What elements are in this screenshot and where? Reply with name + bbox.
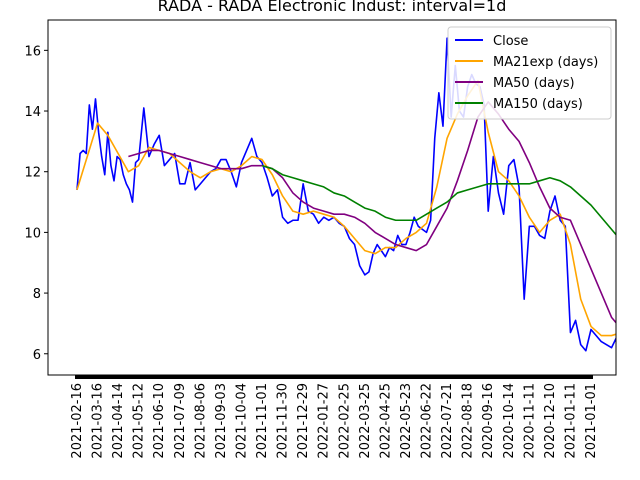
x-tick-label-21: 2020-10-14 (502, 383, 517, 459)
x-tick-label-8: 2021-10-04 (234, 383, 249, 459)
series-line-ma150-days- (261, 164, 616, 236)
x-tick-label-2: 2021-04-14 (111, 383, 126, 459)
y-tick-label-0: 6 (33, 348, 41, 363)
x-tick-label-9: 2021-11-01 (255, 383, 270, 459)
x-axis: 2021-02-16 2021-03-16 2021-04-14 2021-05-12… (70, 375, 599, 459)
x-tick-label-14: 2022-03-25 (358, 383, 373, 459)
x-tick-label-19: 2022-08-18 (461, 383, 476, 459)
legend-entry-1: MA21exp (days) (493, 55, 598, 70)
y-tick-label-4: 14 (24, 105, 41, 120)
y-tick-label-1: 8 (33, 287, 41, 302)
x-tick-label-15: 2022-04-25 (378, 383, 393, 459)
x-tick-label-18: 2022-07-21 (440, 383, 455, 459)
x-tick-label-25: 2021-01-01 (584, 383, 599, 459)
y-axis: 6 8 10 12 14 16 (24, 44, 48, 363)
x-tick-label-10: 2021-11-30 (276, 383, 291, 459)
x-tick-band (75, 375, 593, 379)
series-line-ma21exp-days- (76, 79, 616, 337)
series-line-ma50-days- (128, 101, 616, 324)
y-tick-label-2: 10 (24, 226, 41, 241)
x-tick-label-4: 2021-06-10 (152, 383, 167, 459)
x-tick-label-24: 2021-01-11 (563, 383, 578, 459)
x-tick-label-0: 2021-02-16 (70, 383, 85, 459)
x-tick-label-22: 2020-11-11 (522, 383, 537, 459)
x-tick-label-13: 2022-02-25 (337, 383, 352, 459)
x-tick-label-6: 2021-08-06 (193, 383, 208, 459)
x-tick-label-7: 2021-09-03 (214, 383, 229, 459)
x-tick-label-12: 2022-01-27 (317, 383, 332, 459)
series-layer (76, 37, 616, 352)
x-tick-label-16: 2022-05-23 (399, 383, 414, 459)
legend-entry-0: Close (493, 34, 528, 49)
y-tick-label-5: 16 (24, 44, 41, 59)
chart-title: RADA - RADA Electronic Indust: interval=… (158, 0, 507, 15)
x-tick-label-5: 2021-07-09 (173, 383, 188, 459)
legend: Close MA21exp (days) MA50 (days) MA150 (day… (447, 26, 612, 120)
series-line-close (76, 37, 616, 352)
legend-box (447, 26, 612, 120)
legend-entry-3: MA150 (days) (493, 97, 583, 112)
x-tick-label-1: 2021-03-16 (91, 383, 106, 459)
y-tick-label-3: 12 (24, 166, 41, 181)
x-tick-label-3: 2021-05-12 (132, 383, 147, 459)
x-tick-label-20: 2020-09-16 (481, 383, 496, 459)
x-tick-label-11: 2021-12-29 (296, 383, 311, 459)
legend-entry-2: MA50 (days) (493, 76, 575, 91)
x-tick-label-17: 2022-06-22 (420, 383, 435, 459)
x-tick-label-23: 2020-12-10 (543, 383, 558, 459)
